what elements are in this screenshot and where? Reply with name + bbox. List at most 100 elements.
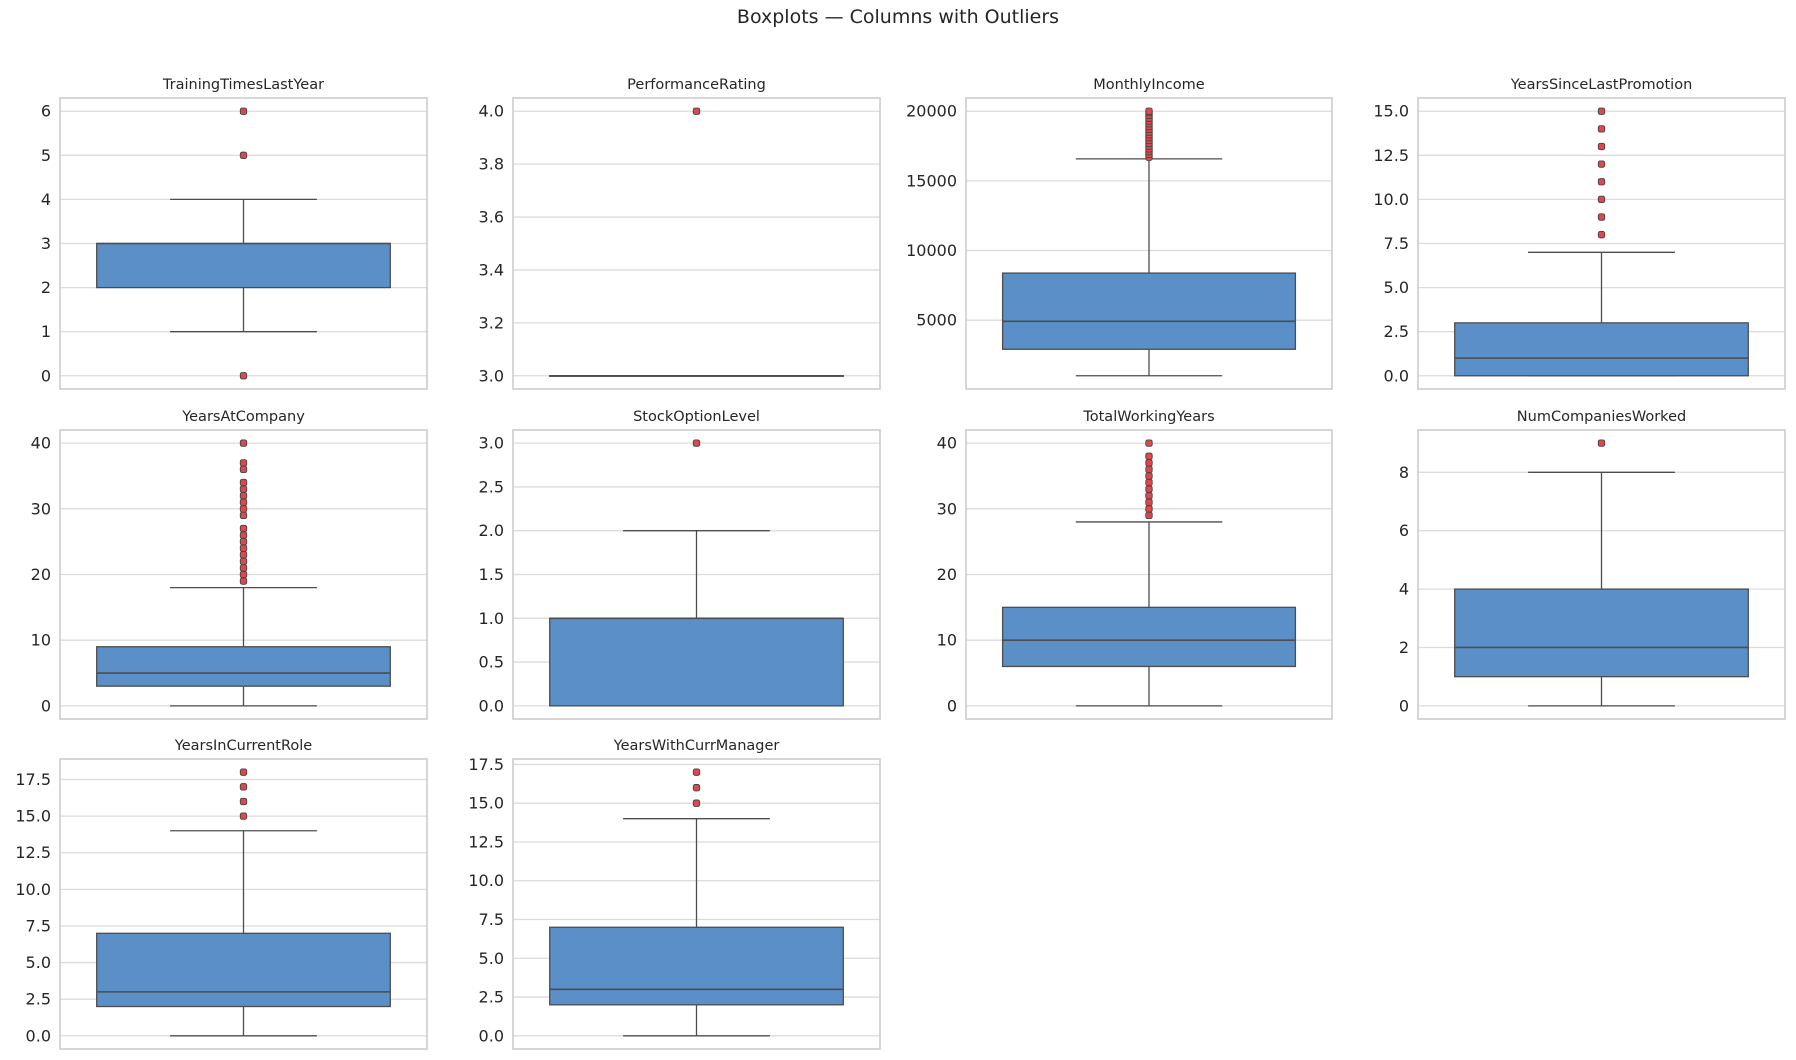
outlier-point (1597, 142, 1606, 151)
subplot-title: YearsInCurrentRole (174, 738, 313, 754)
outlier-point (239, 812, 248, 820)
outlier-point (1145, 459, 1153, 467)
y-tick-label: 20 (31, 565, 51, 584)
outlier-point (1145, 472, 1153, 480)
outlier-point (239, 465, 248, 474)
outlier-point (1597, 195, 1606, 204)
y-tick-label: 0 (41, 696, 51, 715)
y-tick-label: 10 (31, 631, 51, 650)
outlier-point (1597, 439, 1606, 447)
outlier-point (1145, 492, 1153, 500)
axes-frame (512, 97, 881, 390)
y-tick-label: 3.8 (479, 155, 504, 174)
outlier-point (239, 783, 248, 791)
y-tick-label: 4 (41, 190, 51, 209)
y-tick-label: 20 (937, 565, 957, 584)
iqr-box (96, 646, 391, 687)
outlier-point (1597, 160, 1606, 168)
y-tick-label: 0.0 (1384, 366, 1409, 385)
outlier-point (239, 372, 248, 380)
outlier-point (239, 531, 248, 539)
subplot-yearswithcurrmanager: 0.0 2.5 5.0 7.5 10.0 12.5 15.0 17.5 YearsWithCur… (468, 738, 881, 1050)
y-tick-label: 15.0 (1373, 102, 1409, 121)
y-tick-label: 1.0 (479, 609, 504, 628)
y-tick-label: 5.0 (479, 949, 504, 968)
subplot-title: NumCompaniesWorked (1517, 409, 1686, 425)
subplot-title: PerformanceRating (627, 77, 766, 93)
y-tick-label: 10000 (906, 241, 957, 260)
subplot-title: YearsWithCurrManager (613, 738, 780, 754)
outlier-point (1597, 231, 1606, 239)
subplot-yearsatcompany: 0 10 20 30 40 YearsAtCompany (31, 409, 428, 720)
axes-frame (512, 429, 881, 720)
iqr-box (1001, 606, 1297, 668)
y-tick-label: 5000 (916, 311, 957, 330)
y-tick-label: 3.4 (479, 260, 504, 279)
axes-frame (1417, 429, 1786, 720)
y-tick-label: 17.5 (15, 770, 51, 789)
y-tick-label: 12.5 (1373, 146, 1409, 165)
subplot-stockoptionlevel: 0.0 0.5 1.0 1.5 2.0 2.5 3.0 StockOptionLevel (479, 409, 881, 720)
outlier-point (1597, 213, 1606, 221)
y-tick-label: 4 (1399, 580, 1409, 599)
y-tick-label: 10.0 (468, 871, 504, 890)
subplot-yearsincurrentrole: 0.0 2.5 5.0 7.5 10.0 12.5 15.0 17.5 YearsInCurre… (15, 738, 428, 1050)
outlier-point (1145, 465, 1153, 474)
subplot-trainingtimeslastyear: 0 1 2 3 4 5 6 TrainingTimesLastYear (41, 77, 428, 390)
y-tick-label: 7.5 (479, 910, 504, 929)
y-tick-label: 2.5 (26, 990, 51, 1009)
y-tick-label: 3.0 (479, 434, 504, 453)
iqr-box (549, 926, 844, 1006)
y-tick-label: 1 (41, 322, 51, 341)
subplot-yearssincelastpromotion: 0.0 2.5 5.0 7.5 10.0 12.5 15.0 YearsSinceLastPr… (1373, 77, 1786, 390)
iqr-box (96, 932, 391, 1008)
y-tick-label: 10.0 (1373, 190, 1409, 209)
outlier-point (239, 107, 248, 115)
subplot-totalworkingyears: 0 10 20 30 40 TotalWorkingYears (937, 409, 1333, 720)
outlier-point (1145, 478, 1153, 487)
y-tick-label: 4.0 (479, 102, 504, 121)
y-tick-label: 6 (1399, 521, 1409, 540)
figure-title: Boxplots — Columns with Outliers (736, 6, 1060, 28)
subplot-numcompaniesworked: 0 2 4 6 8 NumCompaniesWorked (1399, 409, 1786, 720)
outlier-point (1145, 439, 1153, 447)
y-tick-label: 12.5 (15, 843, 51, 862)
outlier-point (239, 551, 248, 559)
subplot-title: YearsAtCompany (181, 409, 305, 425)
y-tick-label: 1.5 (479, 565, 504, 584)
y-tick-label: 0 (41, 366, 51, 385)
outlier-point (239, 570, 248, 579)
outlier-point (692, 107, 701, 115)
outlier-point (239, 524, 248, 533)
outlier-point (1597, 107, 1606, 115)
y-tick-label: 12.5 (468, 832, 504, 851)
subplot-monthlyincome: 5000 10000 15000 20000 MonthlyIncome (906, 77, 1333, 390)
iqr-box (1001, 272, 1297, 350)
outlier-point (239, 538, 248, 546)
outlier-point (239, 557, 248, 566)
y-tick-label: 5.0 (1384, 278, 1409, 297)
subplot-title: MonthlyIncome (1093, 77, 1204, 93)
outlier-point (1597, 125, 1606, 133)
y-tick-label: 30 (937, 499, 957, 518)
y-tick-label: 40 (937, 434, 957, 453)
outlier-point (1145, 485, 1153, 493)
outlier-point (1145, 452, 1153, 460)
iqr-box (1454, 588, 1749, 678)
outlier-point (239, 439, 248, 447)
outlier-point (239, 577, 248, 585)
y-tick-label: 2.5 (479, 988, 504, 1007)
y-tick-label: 2.0 (479, 521, 504, 540)
y-tick-label: 15000 (906, 171, 957, 190)
subplot-title: TotalWorkingYears (1082, 409, 1214, 425)
y-tick-label: 2 (1399, 638, 1409, 657)
iqr-box (549, 617, 844, 707)
outlier-point (239, 485, 248, 493)
y-tick-label: 15.0 (468, 794, 504, 813)
outlier-point (692, 799, 701, 807)
y-tick-label: 20000 (906, 102, 957, 121)
y-tick-label: 2.5 (1384, 322, 1409, 341)
y-tick-label: 0.0 (479, 696, 504, 715)
outlier-point (239, 459, 248, 467)
